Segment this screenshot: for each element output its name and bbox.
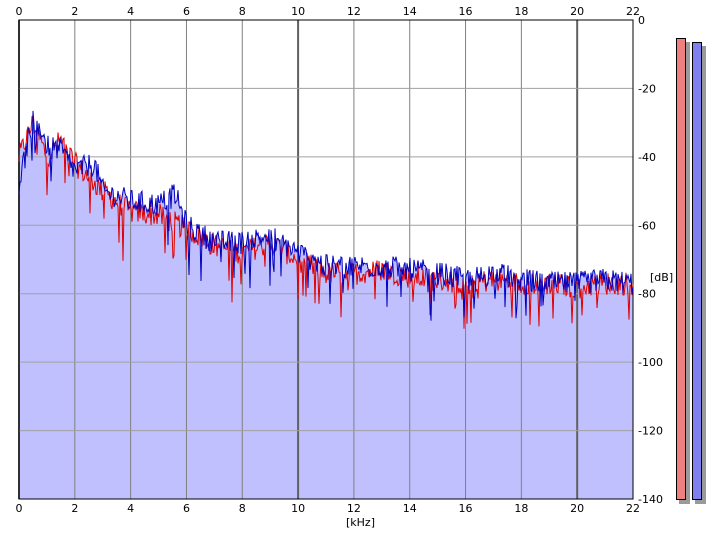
x-tick-label-top: 8 — [239, 5, 246, 18]
y-tick-label: -140 — [638, 493, 663, 506]
x-tick-label-bottom: 18 — [514, 502, 528, 515]
x-tick-label-bottom: 14 — [403, 502, 417, 515]
series-line-2 — [18, 110, 634, 321]
series-lines — [18, 110, 634, 329]
x-tick-label-top: 4 — [127, 5, 134, 18]
y-tick-label: -60 — [638, 219, 656, 232]
x-tick-label-bottom: 20 — [570, 502, 584, 515]
x-tick-label-top: 2 — [71, 5, 78, 18]
y-tick-label: -120 — [638, 425, 663, 438]
spectrum-fill-area — [19, 110, 633, 500]
y-tick-label: -20 — [638, 82, 656, 95]
x-tick-label-bottom: 16 — [459, 502, 473, 515]
x-tick-label-bottom: 6 — [183, 502, 190, 515]
series-line-1 — [18, 116, 634, 329]
y-axis-unit-label: [dB] — [650, 271, 673, 284]
x-tick-label-bottom: 4 — [127, 502, 134, 515]
y-tick-label: -40 — [638, 151, 656, 164]
x-tick-label-top: 20 — [570, 5, 584, 18]
y-tick-label: -80 — [638, 288, 656, 301]
x-tick-label-bottom: 0 — [16, 502, 23, 515]
spectrum-area — [19, 110, 633, 500]
x-tick-label-bottom: 2 — [71, 502, 78, 515]
grid — [18, 19, 634, 500]
y-tick-label: 0 — [638, 14, 645, 27]
x-tick-label-top: 12 — [347, 5, 361, 18]
tick-labels: 002244668810101212141416161818202022220-… — [16, 5, 663, 515]
x-tick-label-bottom: 12 — [347, 502, 361, 515]
x-tick-label-top: 0 — [16, 5, 23, 18]
x-tick-label-top: 22 — [626, 5, 640, 18]
x-tick-label-top: 10 — [291, 5, 305, 18]
x-tick-label-top: 16 — [459, 5, 473, 18]
x-tick-label-bottom: 22 — [626, 502, 640, 515]
x-tick-label-bottom: 10 — [291, 502, 305, 515]
right-channel-level-meter — [692, 42, 702, 500]
x-tick-label-top: 18 — [514, 5, 528, 18]
x-tick-label-bottom: 8 — [239, 502, 246, 515]
x-axis-unit-label: [kHz] — [346, 516, 375, 529]
x-tick-label-top: 14 — [403, 5, 417, 18]
x-tick-label-top: 6 — [183, 5, 190, 18]
left-channel-level-meter — [676, 38, 686, 500]
y-tick-label: -100 — [638, 356, 663, 369]
plot-border — [18, 19, 634, 500]
